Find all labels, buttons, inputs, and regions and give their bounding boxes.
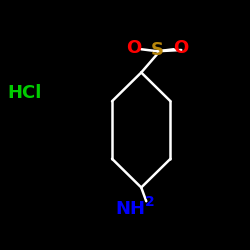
Text: O: O [126,39,142,57]
Text: 2: 2 [145,195,155,209]
Text: NH: NH [115,200,145,218]
Text: S: S [151,41,164,59]
Text: HCl: HCl [8,84,42,102]
Text: O: O [173,39,188,57]
